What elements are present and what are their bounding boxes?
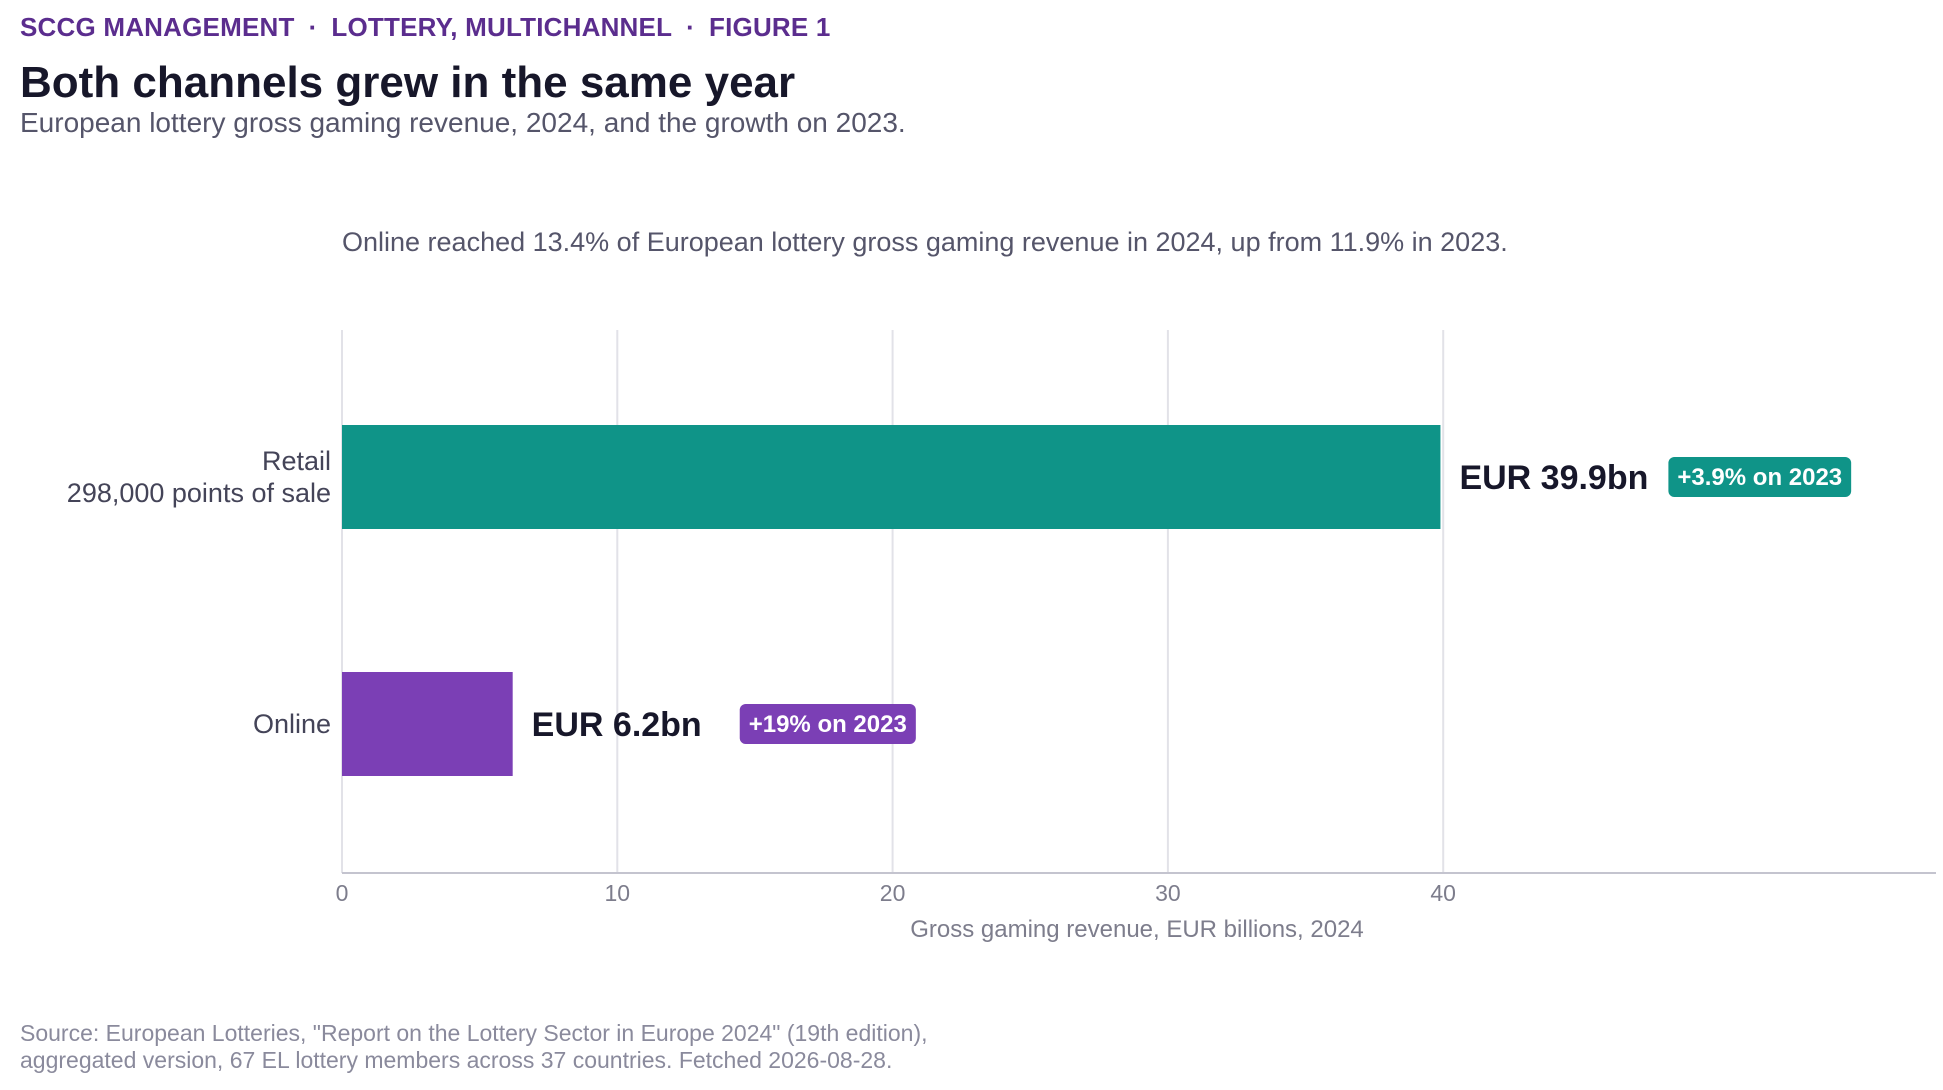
kicker-separator: · [686,12,696,42]
chart-subtitle: European lottery gross gaming revenue, 2… [20,107,906,138]
source-line: aggregated version, 67 EL lottery member… [20,1047,893,1073]
x-axis-title: Gross gaming revenue, EUR billions, 2024 [910,916,1364,943]
category-sublabel: 298,000 points of sale [67,478,331,508]
x-tick-label: 40 [1430,880,1456,906]
kicker-topic: LOTTERY, MULTICHANNEL [331,12,673,42]
kicker-publisher: SCCG MANAGEMENT [20,12,295,42]
x-tick-label: 30 [1155,880,1181,906]
x-tick-label: 10 [605,880,631,906]
kicker-separator: · [308,12,318,42]
source-note: Source: European Lotteries, "Report on t… [20,1020,928,1074]
value-label: EUR 6.2bn [532,706,702,744]
x-tick-label: 0 [336,880,349,906]
category-label: Retail [262,446,331,476]
chart-annotation: Online reached 13.4% of European lottery… [342,227,1508,257]
bar-retail [342,425,1441,529]
chart-title: Both channels grew in the same year [20,58,796,107]
value-label: EUR 39.9bn [1459,459,1648,497]
source-line: Source: European Lotteries, "Report on t… [20,1020,928,1046]
category-label: Online [253,709,331,739]
growth-badge [1668,457,1852,497]
growth-badge-label: +19% on 2023 [749,711,907,738]
bar-online [342,672,513,776]
x-tick-label: 20 [880,880,906,906]
kicker-figure-number: FIGURE 1 [709,12,831,42]
kicker: SCCG MANAGEMENT · LOTTERY, MULTICHANNEL · FI… [20,12,831,43]
bar-chart: Online reached 13.4% of European lottery… [67,227,1936,943]
growth-badge [739,704,916,744]
growth-badge-label: +3.9% on 2023 [1677,464,1842,491]
